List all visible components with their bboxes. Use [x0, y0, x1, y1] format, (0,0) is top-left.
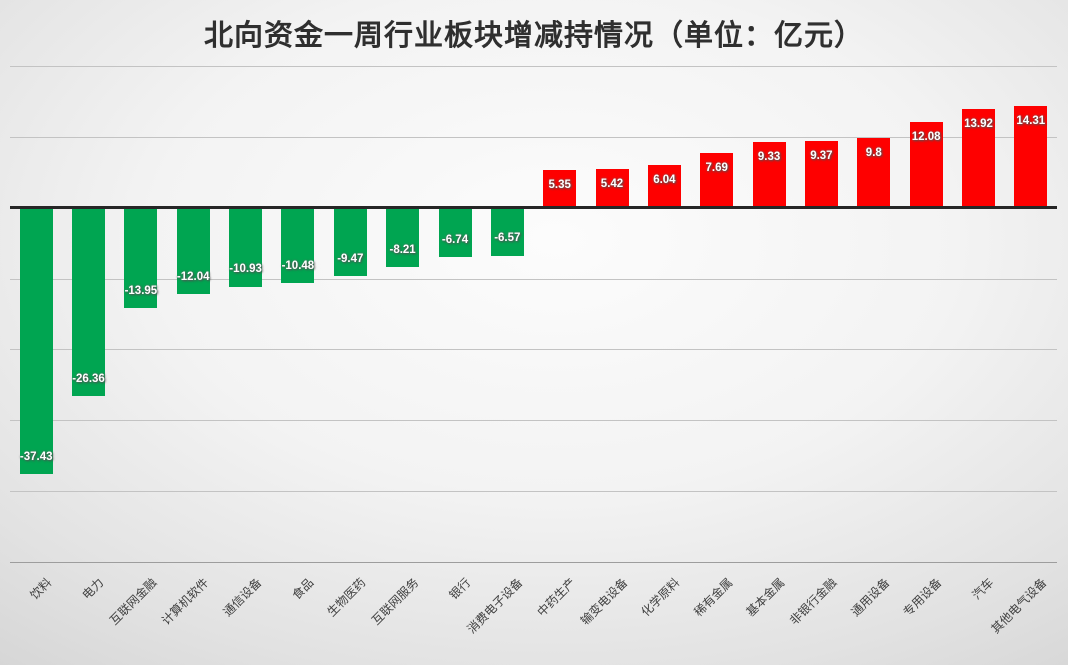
category-label-中药生产: 中药生产 [534, 575, 579, 620]
bar-value-label: 9.8 [865, 147, 882, 160]
category-label-稀有金属: 稀有金属 [691, 575, 736, 620]
category-label-通用设备: 通用设备 [848, 575, 893, 620]
gridline [10, 349, 1057, 351]
chart-title: 北向资金一周行业板块增减持情况（单位：亿元） [203, 20, 864, 52]
bar-银行 [438, 209, 472, 257]
bar-专用设备 [909, 122, 943, 208]
bar-电力 [72, 209, 105, 396]
category-label-其他电气设备: 其他电气设备 [988, 575, 1050, 637]
bar-化学原料 [647, 164, 681, 208]
bar-输变电设备 [595, 169, 629, 208]
gridline [10, 491, 1057, 493]
category-label-互联网金融: 互联网金融 [106, 575, 160, 628]
bar-互联网服务 [386, 209, 420, 268]
x-axis-zero-line [10, 206, 1057, 210]
bar-value-label: -37.43 [19, 450, 53, 463]
bar-value-label: -13.95 [124, 284, 158, 297]
category-label-食品: 食品 [289, 575, 317, 603]
bar-value-label: 5.42 [600, 178, 624, 191]
bar-中药生产 [543, 169, 577, 208]
bar-value-label: 14.31 [1016, 115, 1046, 128]
bar-value-label: 7.69 [705, 162, 728, 175]
category-label-互联网服务: 互联网服务 [368, 575, 421, 628]
bar-value-label: -6.57 [494, 232, 521, 245]
bar-value-label: -26.36 [72, 372, 105, 385]
gridline [10, 278, 1057, 280]
plot-bottom-border [10, 562, 1057, 563]
category-label-非银行金融: 非银行金融 [787, 575, 840, 628]
gridline [10, 66, 1057, 67]
bar-食品 [281, 209, 315, 284]
category-label-通信设备: 通信设备 [220, 575, 264, 620]
bar-消费电子设备 [490, 209, 524, 256]
bar-value-label: 9.37 [810, 150, 833, 163]
bar-value-label: -12.04 [176, 271, 210, 283]
bar-基本金属 [752, 141, 786, 208]
bar-value-label: 5.35 [548, 178, 571, 191]
category-label-电力: 电力 [79, 575, 107, 603]
bar-生物医药 [333, 209, 367, 277]
category-label-银行: 银行 [446, 575, 474, 603]
bar-稀有金属 [700, 153, 734, 208]
bar-value-label: -6.74 [441, 233, 469, 246]
bar-非银行金融 [804, 141, 838, 208]
bar-value-label: -10.48 [281, 260, 315, 272]
bar-value-label: 6.04 [653, 173, 676, 186]
category-label-计算机软件: 计算机软件 [159, 575, 212, 628]
category-label-饮料: 饮料 [27, 575, 55, 603]
bar-其他电气设备 [1014, 106, 1048, 208]
bar-通信设备 [229, 209, 263, 287]
bar-汽车 [962, 109, 995, 208]
category-label-消费电子设备: 消费电子设备 [464, 575, 526, 637]
bar-计算机软件 [176, 209, 210, 295]
bar-互联网金融 [124, 209, 158, 308]
bar-value-label: 9.33 [757, 150, 781, 163]
gridline [10, 136, 1057, 138]
bar-饮料 [19, 209, 53, 475]
category-label-化学原料: 化学原料 [638, 575, 683, 620]
bar-value-label: 12.08 [911, 131, 941, 144]
category-label-基本金属: 基本金属 [743, 575, 788, 620]
category-label-输变电设备: 输变电设备 [577, 575, 631, 628]
bar-value-label: -10.93 [229, 263, 262, 276]
bar-value-label: -9.47 [337, 252, 364, 265]
gridline [10, 420, 1057, 422]
bar-value-label: -8.21 [389, 243, 416, 256]
category-label-生物医药: 生物医药 [324, 575, 369, 620]
category-label-汽车: 汽车 [969, 575, 997, 603]
bar-value-label: 13.92 [964, 118, 993, 131]
bar-通用设备 [857, 138, 891, 208]
category-label-专用设备: 专用设备 [900, 575, 945, 620]
